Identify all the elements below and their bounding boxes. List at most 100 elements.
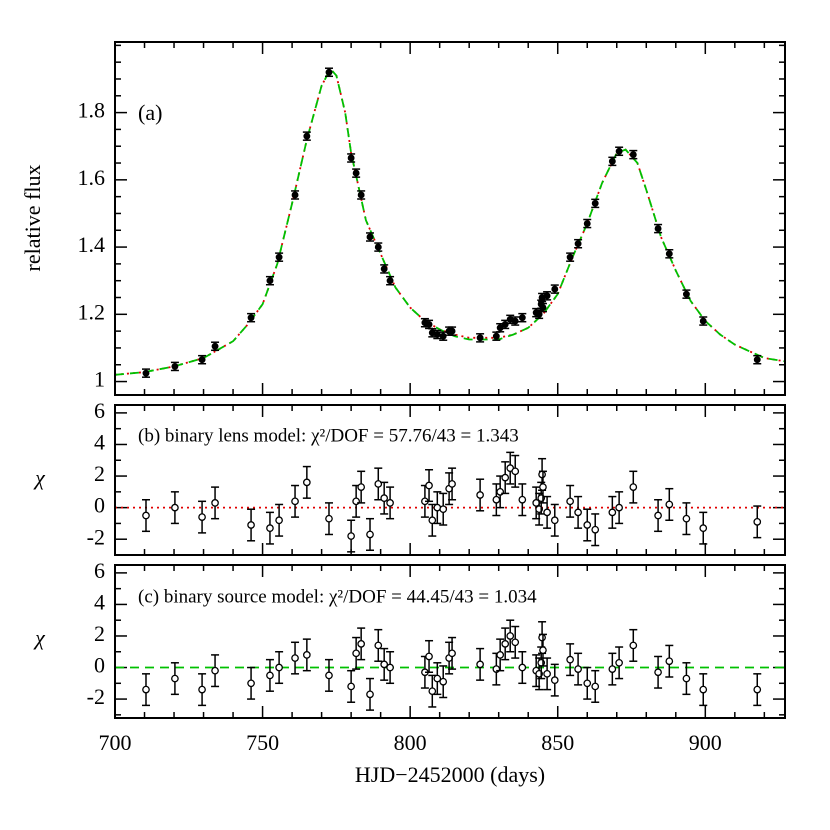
y-axis-label: χ	[33, 465, 46, 490]
data-point	[566, 655, 574, 664]
data-point	[171, 362, 179, 370]
data-point	[211, 666, 219, 675]
data-point	[753, 356, 761, 364]
y-tick-label: 2	[94, 621, 105, 646]
data-point	[608, 665, 617, 673]
data-point	[352, 649, 360, 658]
data-point	[448, 327, 456, 335]
data-point	[665, 500, 674, 509]
data-point	[357, 640, 366, 648]
data-point	[699, 317, 707, 325]
data-point	[366, 530, 374, 539]
data-point	[439, 505, 448, 514]
data-point	[352, 169, 360, 177]
data-point	[583, 220, 591, 227]
data-point	[608, 157, 616, 165]
data-point	[428, 687, 437, 696]
data-point	[142, 685, 150, 694]
data-point	[583, 679, 592, 688]
data-point	[550, 516, 559, 525]
data-point	[608, 508, 617, 517]
panel-annotation: (c) binary source model: χ²/DOF = 44.45/…	[138, 586, 537, 607]
data-point	[374, 641, 383, 650]
y-tick-label: -2	[87, 524, 105, 549]
data-point	[347, 682, 355, 691]
data-point	[699, 685, 708, 694]
model-curve	[114, 67, 786, 376]
data-point	[439, 677, 448, 686]
data-point	[366, 690, 374, 699]
data-point	[538, 470, 546, 479]
x-tick-label: 800	[394, 730, 427, 755]
data-point	[347, 154, 355, 162]
data-point	[543, 669, 551, 678]
data-point	[357, 483, 366, 491]
data-point	[266, 524, 274, 533]
data-point	[291, 191, 299, 199]
data-point	[753, 685, 762, 694]
data-point	[198, 685, 206, 694]
data-point	[374, 480, 383, 488]
data-point	[198, 356, 206, 364]
data-point	[654, 668, 662, 677]
y-tick-label: 1.8	[78, 98, 106, 123]
data-point	[682, 514, 691, 523]
data-point	[428, 516, 437, 525]
data-point	[501, 320, 509, 328]
panel-annotation: (b) binary lens model: χ²/DOF = 57.76/43…	[138, 425, 519, 446]
x-tick-label: 700	[99, 730, 132, 755]
data-point	[247, 314, 255, 322]
data-point	[753, 517, 762, 526]
y-tick-label: 6	[94, 558, 105, 583]
data-point	[303, 478, 311, 487]
data-point	[574, 665, 582, 673]
data-point	[198, 513, 206, 521]
data-point	[654, 225, 662, 233]
y-tick-label: 0	[94, 493, 105, 518]
data-point	[574, 240, 582, 248]
data-point	[211, 342, 219, 350]
y-tick-label: 1.6	[78, 165, 106, 190]
data-point	[615, 658, 623, 667]
panel-annotation: (a)	[138, 100, 162, 125]
data-point	[511, 638, 520, 647]
x-tick-label: 850	[541, 730, 574, 755]
data-point	[171, 674, 179, 683]
data-point	[303, 132, 311, 140]
y-tick-label: 4	[94, 589, 105, 614]
y-tick-label: 1.4	[78, 232, 106, 257]
data-point	[682, 290, 690, 298]
data-point	[476, 491, 484, 499]
data-point	[275, 253, 283, 261]
data-point	[629, 151, 637, 159]
y-tick-label: 0	[94, 653, 105, 678]
data-point	[425, 320, 433, 328]
data-point	[448, 649, 456, 658]
data-point	[518, 663, 527, 672]
data-point	[682, 674, 691, 683]
data-point	[550, 676, 559, 684]
data-point	[518, 495, 527, 504]
data-point	[275, 663, 283, 672]
data-point	[433, 674, 442, 683]
data-point	[425, 481, 433, 490]
data-point	[439, 332, 447, 340]
data-point	[374, 243, 382, 251]
data-point	[566, 497, 574, 506]
y-axis-label: χ	[33, 625, 46, 650]
data-point	[291, 654, 299, 662]
data-point	[574, 508, 582, 517]
y-tick-label: 2	[94, 461, 105, 486]
data-point	[347, 532, 355, 540]
data-point	[386, 499, 394, 507]
data-point	[386, 277, 394, 285]
y-tick-label: 4	[94, 430, 105, 455]
data-point	[492, 332, 500, 340]
data-point	[476, 334, 484, 342]
data-point	[543, 292, 551, 300]
data-point	[583, 521, 592, 529]
y-tick-label: 1	[94, 367, 105, 392]
data-point	[325, 514, 333, 523]
